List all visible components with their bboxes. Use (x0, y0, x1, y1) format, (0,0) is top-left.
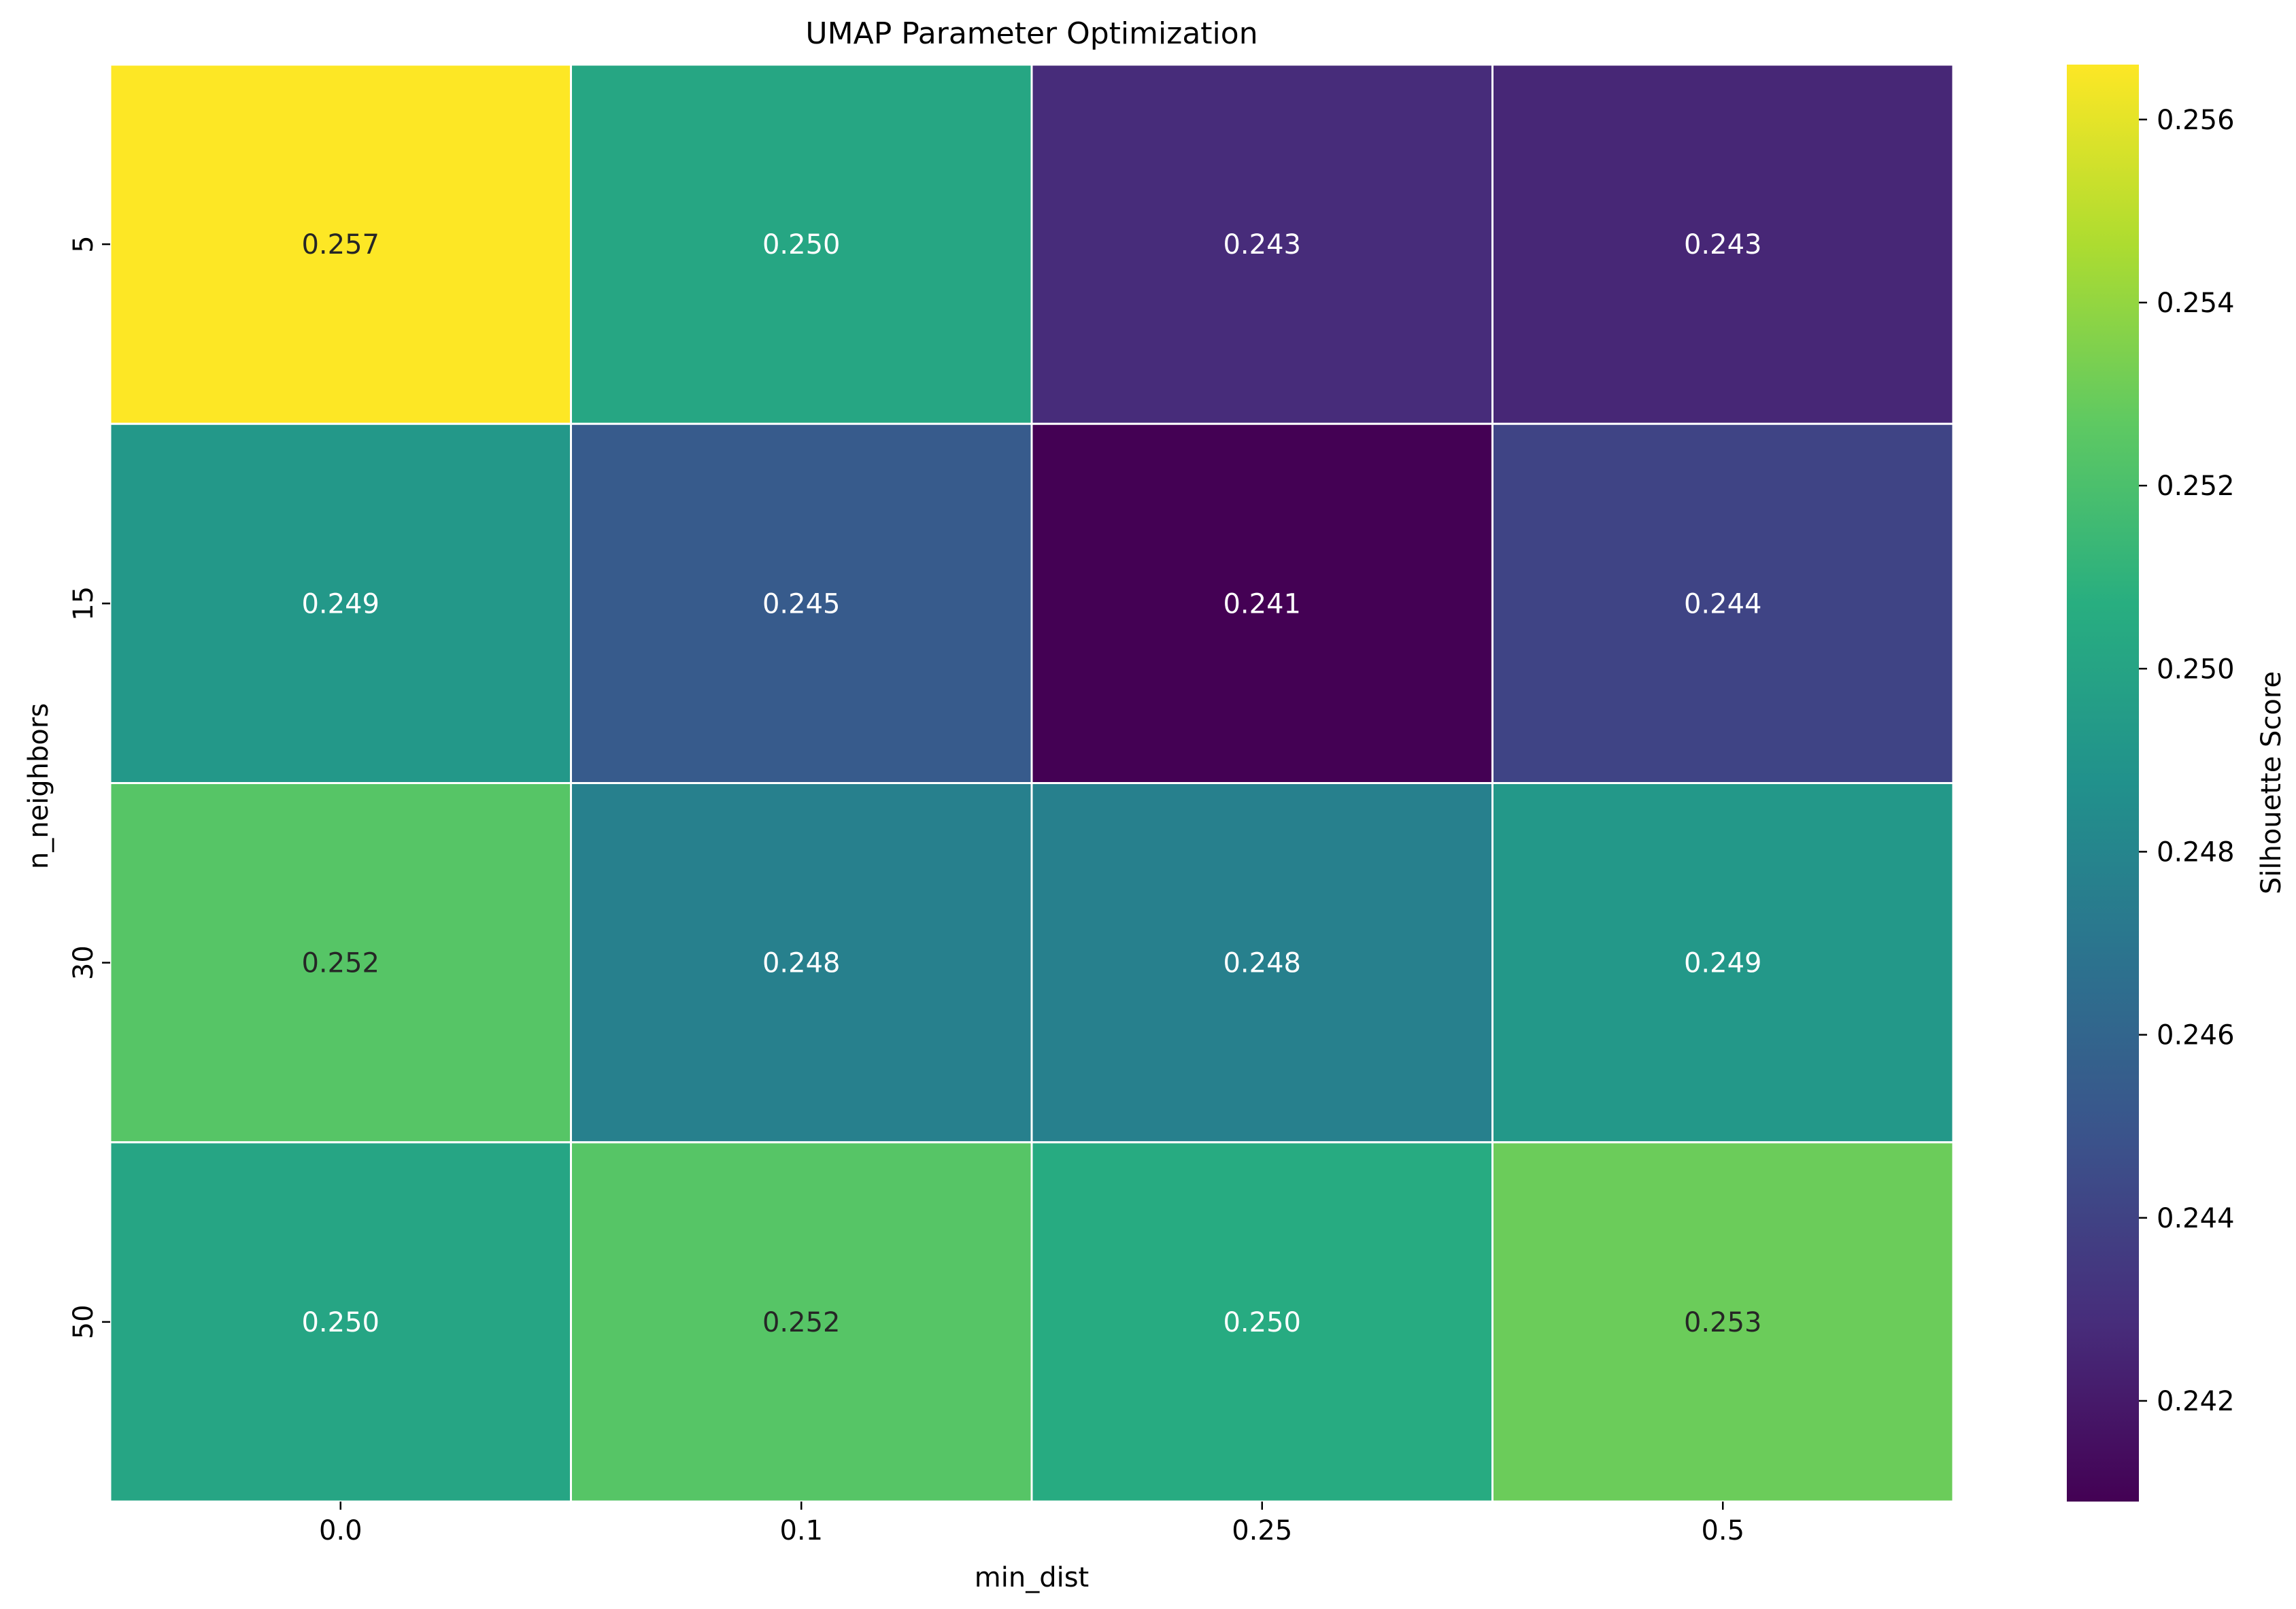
heatmap-cell (1030, 63, 1493, 425)
chart-title: UMAP Parameter Optimization (805, 16, 1257, 51)
cell-value-label: 0.250 (301, 1307, 379, 1338)
heatmap-cell (1491, 422, 1955, 784)
cell-value-label: 0.253 (1684, 1307, 1762, 1338)
cell-value-label: 0.252 (762, 1307, 841, 1338)
colorbar-tick-label: 0.254 (2157, 288, 2235, 319)
colorbar-tick-label: 0.244 (2157, 1203, 2235, 1234)
heatmap-cell (570, 63, 1033, 425)
colorbar-tick-label: 0.250 (2157, 654, 2235, 685)
colorbar-tick-label: 0.242 (2157, 1386, 2235, 1417)
colorbar-tick-label: 0.252 (2157, 471, 2235, 502)
y-tick-label: 15 (68, 586, 99, 621)
cell-value-label: 0.243 (1223, 229, 1301, 260)
y-axis-label: n_neighbors (23, 703, 54, 869)
x-tick-label: 0.0 (319, 1515, 362, 1546)
colorbar-label: Silhouette Score (2256, 671, 2287, 894)
cell-value-label: 0.248 (1223, 948, 1301, 979)
colorbar-ticks: 0.242 0.244 0.246 0.248 0.250 0.252 0.254 0.256 (2139, 105, 2235, 1417)
heatmap-cell (1491, 782, 1955, 1144)
colorbar (2067, 65, 2139, 1502)
y-tick-label: 50 (68, 1304, 99, 1339)
x-axis-label: min_dist (975, 1562, 1089, 1593)
heatmap-cell (570, 1141, 1033, 1503)
cell-value-label: 0.250 (762, 229, 841, 260)
cell-value-label: 0.249 (1684, 948, 1762, 979)
cell-value-label: 0.244 (1684, 588, 1762, 620)
heatmap-cell (1030, 1141, 1493, 1503)
cell-value-label: 0.252 (301, 948, 379, 979)
cell-value-label: 0.249 (301, 588, 379, 620)
cell-value-label: 0.250 (1223, 1307, 1301, 1338)
heatmap-cell (570, 422, 1033, 784)
cell-value-label: 0.257 (301, 229, 379, 260)
y-tick-label: 5 (68, 235, 99, 252)
x-axis-ticks: 0.0 0.1 0.25 0.5 (319, 1502, 1744, 1546)
heatmap-cell (1491, 63, 1955, 425)
y-axis-ticks: 5 15 30 50 (68, 235, 110, 1339)
cell-value-label: 0.245 (762, 588, 841, 620)
heatmap-cell (1491, 1141, 1955, 1503)
heatmap-cell (109, 63, 572, 425)
colorbar-tick-label: 0.246 (2157, 1020, 2235, 1051)
y-tick-label: 30 (68, 945, 99, 980)
heatmap-cell (570, 782, 1033, 1144)
x-tick-label: 0.5 (1701, 1515, 1744, 1546)
heatmap-cell (109, 1141, 572, 1503)
heatmap-cell (109, 422, 572, 784)
heatmap-cells: 0.257 0.250 0.243 0.243 0.249 0.245 0.241 0.244… (109, 63, 1955, 1503)
cell-value-label: 0.241 (1223, 588, 1301, 620)
heatmap-cell (1030, 422, 1493, 784)
colorbar-tick-label: 0.256 (2157, 105, 2235, 136)
cell-value-label: 0.243 (1684, 229, 1762, 260)
x-tick-label: 0.1 (779, 1515, 823, 1546)
cell-value-label: 0.248 (762, 948, 841, 979)
colorbar-tick-label: 0.248 (2157, 836, 2235, 868)
x-tick-label: 0.25 (1232, 1515, 1292, 1546)
